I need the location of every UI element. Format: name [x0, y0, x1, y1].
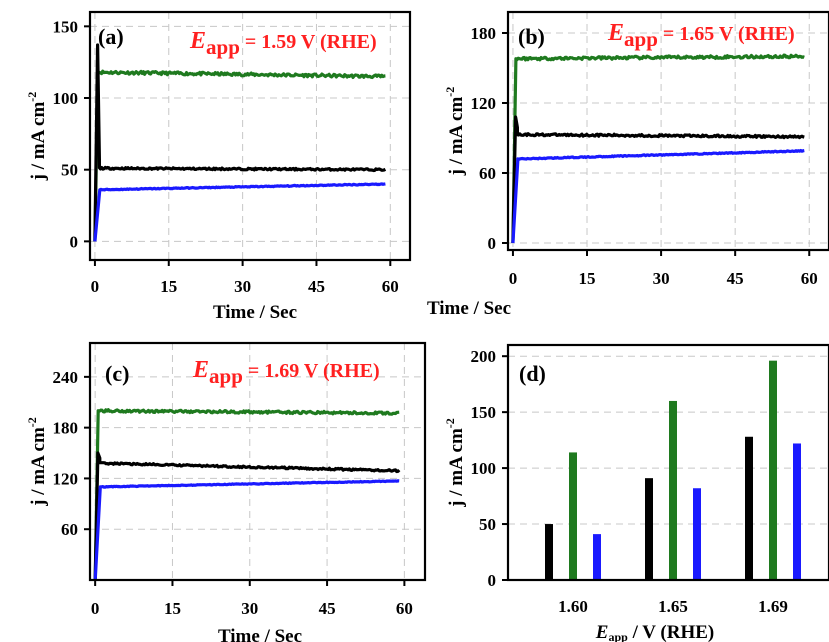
panel-label: (b)	[518, 24, 545, 49]
x-axis-label: Eapp / V (RHE)	[595, 622, 714, 642]
y-tick-label: 240	[53, 368, 79, 387]
y-axis-label: j / mA cm-2	[443, 418, 467, 508]
x-tick-label: 60	[382, 277, 399, 296]
eapp-subscript: app	[206, 35, 240, 59]
x-tick-label: 60	[396, 599, 413, 618]
plot-frame	[506, 10, 829, 252]
plot-frame	[506, 343, 829, 582]
x-tick-label: 30	[241, 599, 258, 618]
x-tick-label: 30	[653, 269, 670, 288]
eapp-symbol: E	[189, 28, 206, 54]
bar-blue	[693, 488, 701, 580]
series-line-black	[93, 43, 387, 242]
series-line-green	[93, 69, 386, 242]
x-tick-label: 45	[319, 599, 336, 618]
bar-green	[669, 400, 677, 580]
x-tick-label: 15	[579, 269, 596, 288]
y-tick-label: 0	[488, 571, 497, 590]
y-axis-label-main: j / mA cm	[446, 428, 467, 508]
y-axis-label: j / mA cm-2	[25, 92, 49, 182]
y-tick-label: 100	[471, 459, 497, 478]
y-tick-label: 50	[479, 515, 496, 534]
x-tick-label: 45	[727, 269, 744, 288]
series-line-blue	[93, 182, 386, 242]
plot-frame	[88, 341, 427, 582]
bar-blue	[793, 443, 801, 580]
eapp-value: = 1.69 V (RHE)	[243, 360, 380, 382]
series-line-black	[511, 115, 805, 244]
panel-label: (d)	[519, 361, 546, 386]
x-axis-subscript: app	[608, 630, 628, 642]
applied-potential-label: Eapp = 1.69 V (RHE)	[192, 357, 380, 388]
eapp-subscript: app	[624, 27, 658, 51]
y-tick-label: 0	[70, 232, 79, 251]
x-tick-label: 1.60	[558, 597, 588, 616]
y-axis-label: j / mA cm-2	[25, 417, 49, 507]
x-axis-unit: / V (RHE)	[628, 622, 714, 642]
bar-black	[745, 436, 753, 580]
y-tick-label: 180	[53, 419, 79, 438]
y-tick-label: 0	[488, 234, 497, 253]
x-tick-label: 15	[160, 277, 177, 296]
series-line-green	[511, 53, 805, 244]
x-axis-label: Time / Sec	[427, 298, 511, 319]
y-tick-label: 120	[53, 469, 79, 488]
bar-green	[769, 360, 777, 580]
y-tick-label: 180	[471, 24, 497, 43]
y-tick-label: 60	[479, 164, 496, 183]
y-tick-label: 150	[53, 17, 79, 36]
chart-panel-2: 0 60 120 180 0 15 30 45 60 Time / Sec j / mA cm-2 (…	[427, 10, 829, 319]
y-axis-label-sup: -2	[25, 92, 39, 102]
y-tick-label: 60	[61, 520, 78, 539]
bar-green	[569, 452, 577, 580]
panel-label: (a)	[98, 24, 124, 49]
x-tick-label: 1.65	[658, 597, 688, 616]
x-tick-label: 0	[509, 269, 518, 288]
x-tick-label: 30	[234, 277, 251, 296]
x-tick-label: 15	[164, 599, 181, 618]
y-tick-label: 150	[471, 403, 497, 422]
x-tick-label: 0	[91, 277, 100, 296]
plot-frame	[88, 10, 412, 262]
series-line-black	[93, 451, 401, 581]
applied-potential-label: Eapp = 1.59 V (RHE)	[189, 28, 377, 59]
eapp-value: = 1.59 V (RHE)	[240, 31, 377, 53]
eapp-symbol: E	[607, 20, 624, 46]
x-axis-label: Time / Sec	[218, 626, 302, 642]
y-tick-label: 50	[61, 161, 78, 180]
chart-panel-1: 0 50 100 150 0 15 30 45 60 Time / Sec j / mA cm-2 (…	[25, 10, 412, 323]
bar-black	[545, 524, 553, 580]
x-tick-label: 0	[91, 599, 100, 618]
y-tick-label: 200	[471, 347, 497, 366]
y-axis-label-sup: -2	[443, 87, 457, 97]
y-tick-label: 100	[53, 89, 79, 108]
y-tick-label: 120	[471, 94, 497, 113]
chart-panel-3: 60 120 180 240 0 15 30 45 60 Time / Sec j / mA cm-…	[25, 341, 427, 642]
x-axis-symbol: E	[595, 622, 609, 642]
eapp-symbol: E	[192, 357, 209, 383]
x-tick-label: 45	[308, 277, 325, 296]
series-line-blue	[511, 148, 805, 244]
y-axis-label-sup: -2	[443, 418, 457, 428]
series-line-blue	[93, 479, 400, 581]
y-axis-label-main: j / mA cm	[446, 97, 467, 177]
y-axis-label-sup: -2	[25, 417, 39, 427]
bar-blue	[593, 534, 601, 580]
bar-black	[645, 478, 653, 580]
x-tick-label: 1.69	[758, 597, 788, 616]
eapp-value: = 1.65 V (RHE)	[658, 23, 795, 45]
y-axis-label: j / mA cm-2	[443, 87, 467, 177]
y-axis-label-main: j / mA cm	[28, 102, 49, 182]
x-axis-label: Time / Sec	[213, 302, 297, 323]
chart-panel-4: 1.60 1.65 1.69 0 50 100 150 200 Eapp / V (RHE) j …	[443, 343, 829, 642]
panel-label: (c)	[105, 361, 129, 386]
applied-potential-label: Eapp = 1.65 V (RHE)	[607, 20, 795, 51]
series-line-green	[93, 408, 400, 581]
y-axis-label-main: j / mA cm	[28, 427, 49, 507]
x-tick-label: 60	[801, 269, 818, 288]
eapp-subscript: app	[209, 364, 243, 388]
